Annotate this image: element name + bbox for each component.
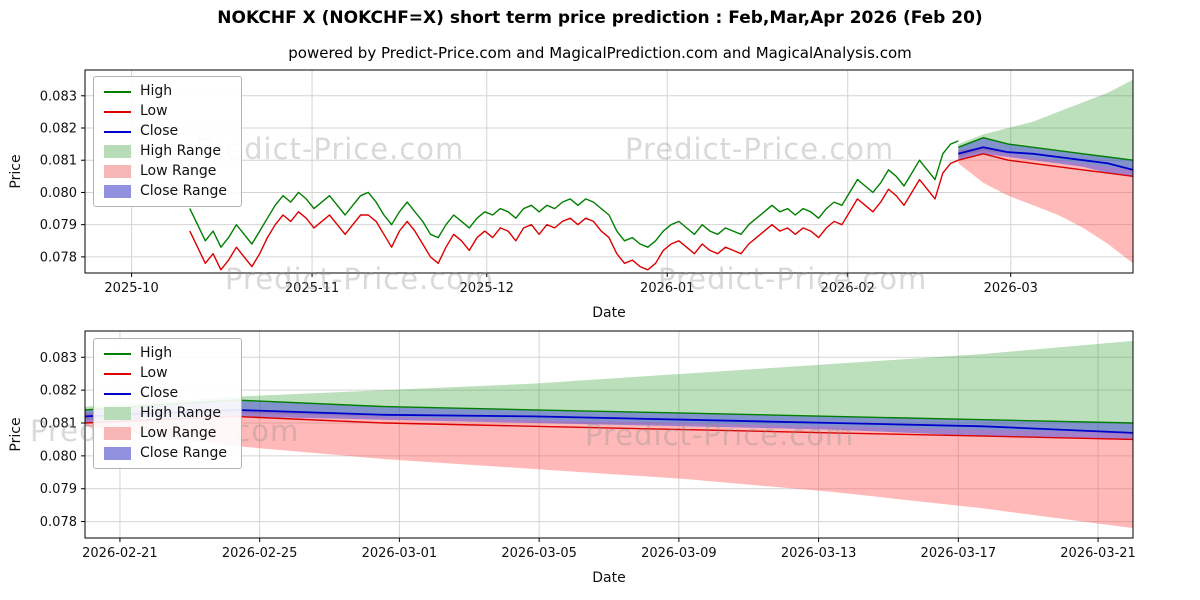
- legend-label: Low Range: [140, 163, 217, 179]
- bottom-chart: 2026-02-21 2026-02-25 2026-03-01 2026-03-05…: [0, 328, 1200, 592]
- bottom-chart-canvas: 2026-02-21 2026-02-25 2026-03-01 2026-03-05…: [8, 330, 1136, 586]
- figure-subtitle: powered by Predict-Price.com and Magical…: [288, 44, 912, 62]
- x-tick-label: 2026-02-25: [222, 546, 298, 561]
- legend-item-close: Close: [104, 124, 227, 139]
- legend-item-high: High: [104, 346, 227, 361]
- x-tick-label: 2026-03-17: [921, 546, 997, 561]
- x-tick-label: 2025-11: [285, 281, 339, 296]
- y-tick-label: 0.082: [40, 384, 77, 399]
- y-tick-label: 0.081: [40, 417, 77, 432]
- legend-label: Low Range: [140, 425, 217, 441]
- bottom-chart-legend: High Low Close High Range Low Range Close Ran…: [93, 338, 242, 469]
- legend-item-high-range: High Range: [104, 144, 227, 159]
- y-tick-label: 0.081: [40, 154, 77, 169]
- legend-item-close: Close: [104, 386, 227, 401]
- legend-label: Close Range: [140, 183, 227, 199]
- legend-line-sample: [104, 90, 131, 93]
- series-band-low-range: [958, 147, 1133, 264]
- legend-item-low: Low: [104, 104, 227, 119]
- x-tick-label: 2026-03-13: [781, 546, 857, 561]
- y-tick-label: 0.080: [40, 186, 77, 201]
- legend-label: Close: [140, 385, 179, 401]
- series-line-close-forecast: [958, 146, 1134, 171]
- legend-line-sample: [104, 372, 131, 375]
- legend-line-sample: [104, 130, 131, 133]
- figure-title: NOKCHF X (NOKCHF=X) short term price pre…: [217, 8, 983, 28]
- legend-label: Low: [140, 365, 168, 381]
- plot-border: [84, 330, 1134, 539]
- legend-item-close-range: Close Range: [104, 446, 227, 461]
- series-band-close-range: [958, 137, 1133, 177]
- legend-patch-sample: [104, 407, 131, 420]
- legend-patch-sample: [104, 427, 131, 440]
- legend-item-low-range: Low Range: [104, 164, 227, 179]
- legend-label: High: [140, 83, 173, 99]
- legend-line-sample: [104, 352, 131, 355]
- series-line-close-forecast: [84, 409, 1134, 434]
- x-tick-label: 2026-03-21: [1060, 546, 1136, 561]
- y-tick-label: 0.083: [40, 89, 77, 104]
- x-tick-label: 2026-03-05: [501, 546, 577, 561]
- legend-item-low: Low: [104, 366, 227, 381]
- x-tick-label: 2026-03-09: [641, 546, 717, 561]
- x-axis-label: Date: [592, 305, 625, 321]
- legend-line-sample: [104, 110, 131, 113]
- legend-label: Close Range: [140, 445, 227, 461]
- legend-line-sample: [104, 392, 131, 395]
- y-tick-label: 0.079: [40, 218, 77, 233]
- legend-label: High Range: [140, 143, 221, 159]
- x-tick-label: 2026-02-21: [82, 546, 158, 561]
- legend-label: High Range: [140, 405, 221, 421]
- legend-patch-sample: [104, 145, 131, 158]
- x-tick-label: 2026-03: [984, 281, 1038, 296]
- legend-patch-sample: [104, 185, 131, 198]
- series-line-low-forecast: [84, 415, 1134, 441]
- y-tick-label: 0.079: [40, 482, 77, 497]
- legend-item-low-range: Low Range: [104, 426, 227, 441]
- legend-item-close-range: Close Range: [104, 184, 227, 199]
- x-tick-label: 2025-10: [104, 281, 158, 296]
- top-chart: 2025-10 2025-11 2025-12 2026-01 2026-02 2026-…: [0, 66, 1200, 322]
- series-line-low-forecast: [958, 153, 1134, 177]
- x-tick-label: 2026-01: [640, 281, 694, 296]
- x-tick-label: 2026-02: [821, 281, 875, 296]
- y-tick-label: 0.083: [40, 351, 77, 366]
- y-axis-label: Price: [8, 417, 24, 451]
- plot-border: [84, 69, 1134, 274]
- legend-item-high-range: High Range: [104, 406, 227, 421]
- legend-patch-sample: [104, 447, 131, 460]
- top-chart-legend: High Low Close High Range Low Range Close Ran…: [93, 76, 242, 207]
- x-tick-label: 2026-03-01: [362, 546, 438, 561]
- series-line-low-history: [189, 159, 959, 271]
- x-tick-label: 2025-12: [460, 281, 514, 296]
- top-chart-canvas: 2025-10 2025-11 2025-12 2026-01 2026-02 2026-…: [8, 69, 1134, 321]
- legend-label: High: [140, 345, 173, 361]
- legend-patch-sample: [104, 165, 131, 178]
- y-tick-label: 0.080: [40, 449, 77, 464]
- series-band-low-range: [85, 409, 1133, 529]
- legend-label: Close: [140, 123, 179, 139]
- series-line-high-history: [189, 140, 959, 248]
- y-tick-label: 0.078: [40, 515, 77, 530]
- x-axis-label: Date: [592, 570, 625, 586]
- series-band-close-range: [85, 400, 1133, 440]
- y-tick-label: 0.078: [40, 250, 77, 265]
- legend-item-high: High: [104, 84, 227, 99]
- y-axis-label: Price: [8, 154, 24, 188]
- legend-label: Low: [140, 103, 168, 119]
- series-line-high-forecast: [958, 136, 1134, 161]
- series-line-high-forecast: [84, 399, 1134, 424]
- y-tick-label: 0.082: [40, 122, 77, 137]
